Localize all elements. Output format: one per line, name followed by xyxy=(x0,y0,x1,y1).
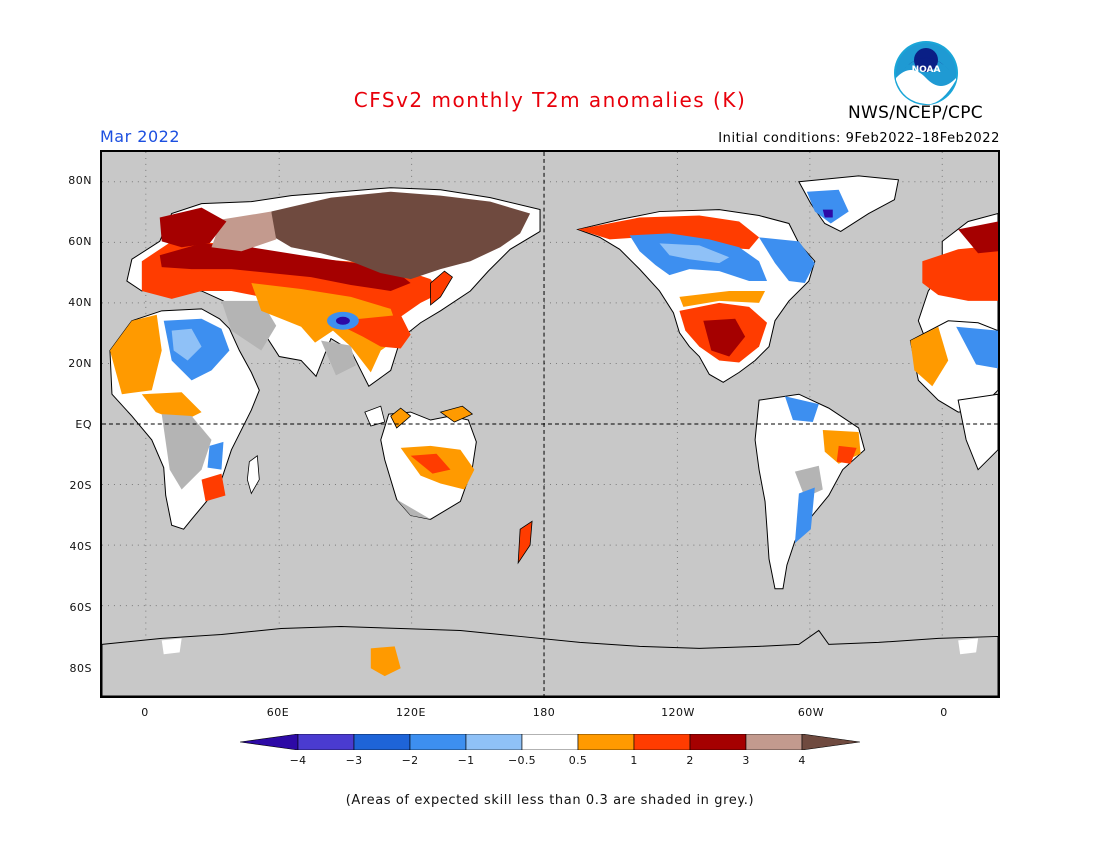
lon-label-60E: 60E xyxy=(266,706,290,719)
lat-label-20N: 20N xyxy=(68,357,92,370)
lon-label-0-left: 0 xyxy=(141,706,149,719)
colorbar-segment-05-1 xyxy=(577,734,635,750)
lat-label-EQ: EQ xyxy=(75,418,92,431)
lon-label-60W: 60W xyxy=(797,706,825,719)
colorbar-segment-minus4-minus3 xyxy=(297,734,355,750)
colorbar-segment-2-3 xyxy=(689,734,747,750)
map-title: CFSv2 monthly T2m anomalies (K) xyxy=(353,88,747,112)
skill-footnote: (Areas of expected skill less than 0.3 a… xyxy=(345,793,755,808)
lat-label-40N: 40N xyxy=(68,296,92,309)
agency-label: NWS/NCEP/CPC xyxy=(848,103,983,123)
colorbar-label: 0.5 xyxy=(568,754,588,767)
lon-label-120E: 120E xyxy=(396,706,426,719)
colorbar-label: −2 xyxy=(401,754,419,767)
colorbar-label: −3 xyxy=(345,754,363,767)
colorbar-label: 3 xyxy=(742,754,750,767)
lat-label-80S: 80S xyxy=(69,662,92,675)
colorbar-label: 2 xyxy=(686,754,694,767)
colorbar-segment-above-4 xyxy=(801,734,860,750)
north-america-landmass xyxy=(576,209,816,383)
antarctica-landmass xyxy=(102,626,998,696)
colorbar-segment-below-minus4 xyxy=(240,734,299,750)
colorbar-segment-minus1-minus05 xyxy=(465,734,523,750)
lat-label-40S: 40S xyxy=(69,540,92,553)
lat-label-80N: 80N xyxy=(68,174,92,187)
australia-landmass xyxy=(380,411,533,565)
initial-conditions: Initial conditions: 9Feb2022–18Feb2022 xyxy=(718,131,1000,146)
eurasia-edge-repeat xyxy=(909,213,998,471)
colorbar-label: 4 xyxy=(798,754,806,767)
lat-label-20S: 20S xyxy=(69,479,92,492)
colorbar-segment-minus05-05 xyxy=(521,734,579,750)
colorbar-segment-minus3-minus2 xyxy=(353,734,411,750)
colorbar-segment-minus2-minus1 xyxy=(409,734,467,750)
lat-label-60S: 60S xyxy=(69,601,92,614)
south-america-landmass xyxy=(754,393,866,590)
lon-label-0-right: 0 xyxy=(940,706,948,719)
lon-label-120W: 120W xyxy=(661,706,695,719)
colorbar-label: 1 xyxy=(630,754,638,767)
eurasia-landmass xyxy=(126,187,541,388)
africa-landmass xyxy=(109,308,260,530)
greenland-landmass xyxy=(798,175,900,232)
lat-label-60N: 60N xyxy=(68,235,92,248)
colorbar-segment-1-2 xyxy=(633,734,691,750)
colorbar-label: −0.5 xyxy=(508,754,536,767)
lon-label-180: 180 xyxy=(532,706,556,719)
target-month: Mar 2022 xyxy=(100,127,180,146)
colorbar-segment-3-4 xyxy=(745,734,803,750)
colorbar-label: −1 xyxy=(457,754,475,767)
noaa-logo-text: NOAA xyxy=(912,65,941,75)
colorbar-label: −4 xyxy=(289,754,307,767)
noaa-logo: NOAA xyxy=(894,41,958,105)
colorbar xyxy=(240,734,860,750)
anomaly-map xyxy=(100,150,1000,698)
